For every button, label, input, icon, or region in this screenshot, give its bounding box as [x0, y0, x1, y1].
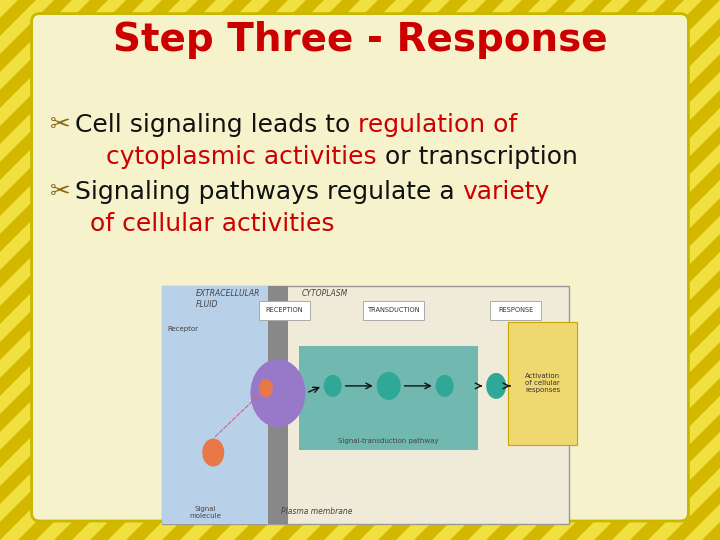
Text: variety: variety	[463, 180, 550, 204]
Ellipse shape	[259, 379, 273, 397]
Polygon shape	[0, 0, 126, 540]
Ellipse shape	[436, 375, 454, 397]
FancyBboxPatch shape	[162, 286, 569, 524]
Text: CYTOPLASM: CYTOPLASM	[301, 289, 348, 298]
Polygon shape	[432, 0, 720, 540]
Polygon shape	[0, 0, 18, 540]
Polygon shape	[612, 0, 720, 540]
Polygon shape	[396, 0, 720, 540]
Text: Receptor: Receptor	[168, 326, 199, 332]
Polygon shape	[0, 0, 378, 540]
Polygon shape	[72, 0, 630, 540]
Polygon shape	[180, 0, 720, 540]
Text: ✂: ✂	[50, 113, 71, 137]
FancyBboxPatch shape	[162, 286, 276, 524]
Text: ✂: ✂	[50, 180, 71, 204]
Text: of cellular activities: of cellular activities	[90, 212, 335, 236]
Polygon shape	[0, 0, 54, 540]
Polygon shape	[0, 0, 522, 540]
Text: TRANSDUCTION: TRANSDUCTION	[368, 307, 420, 313]
Text: Plasma membrane: Plasma membrane	[281, 507, 352, 516]
Polygon shape	[648, 0, 720, 540]
FancyBboxPatch shape	[258, 301, 310, 320]
Polygon shape	[216, 0, 720, 540]
Polygon shape	[576, 0, 720, 540]
Polygon shape	[144, 0, 702, 540]
Text: regulation of: regulation of	[359, 113, 518, 137]
Text: Signal-transduction pathway: Signal-transduction pathway	[338, 438, 439, 444]
Ellipse shape	[377, 372, 401, 400]
Polygon shape	[252, 0, 720, 540]
Text: cytoplasmic activities: cytoplasmic activities	[90, 145, 377, 169]
Polygon shape	[468, 0, 720, 540]
Ellipse shape	[324, 375, 342, 397]
Text: Step Three - Response: Step Three - Response	[113, 21, 607, 59]
Text: Signal
molecule: Signal molecule	[189, 506, 221, 519]
Polygon shape	[0, 0, 486, 540]
Polygon shape	[504, 0, 720, 540]
FancyBboxPatch shape	[300, 346, 478, 450]
Polygon shape	[540, 0, 720, 540]
Text: or transcription: or transcription	[377, 145, 577, 169]
Ellipse shape	[251, 359, 305, 427]
Polygon shape	[108, 0, 666, 540]
Polygon shape	[288, 0, 720, 540]
Polygon shape	[0, 0, 162, 540]
Polygon shape	[36, 0, 594, 540]
Polygon shape	[0, 0, 234, 540]
Polygon shape	[0, 0, 342, 540]
FancyBboxPatch shape	[32, 14, 688, 521]
Polygon shape	[324, 0, 720, 540]
Text: Cell signaling leads to: Cell signaling leads to	[75, 113, 359, 137]
Text: Activation
of cellular
responses: Activation of cellular responses	[525, 373, 560, 393]
FancyBboxPatch shape	[364, 301, 424, 320]
Text: RESPONSE: RESPONSE	[498, 307, 534, 313]
Polygon shape	[0, 0, 198, 540]
FancyBboxPatch shape	[490, 301, 541, 320]
Polygon shape	[0, 0, 270, 540]
Polygon shape	[0, 0, 414, 540]
Polygon shape	[0, 0, 90, 540]
Ellipse shape	[486, 373, 506, 399]
Ellipse shape	[202, 438, 224, 467]
Text: RECEPTION: RECEPTION	[265, 307, 303, 313]
Polygon shape	[0, 0, 450, 540]
Polygon shape	[360, 0, 720, 540]
Polygon shape	[0, 0, 306, 540]
FancyBboxPatch shape	[508, 322, 577, 445]
Text: Signaling pathways regulate a: Signaling pathways regulate a	[75, 180, 463, 204]
Text: EXTRACELLULAR
FLUID: EXTRACELLULAR FLUID	[196, 289, 261, 308]
FancyBboxPatch shape	[268, 286, 288, 524]
Polygon shape	[684, 0, 720, 540]
Polygon shape	[0, 0, 558, 540]
